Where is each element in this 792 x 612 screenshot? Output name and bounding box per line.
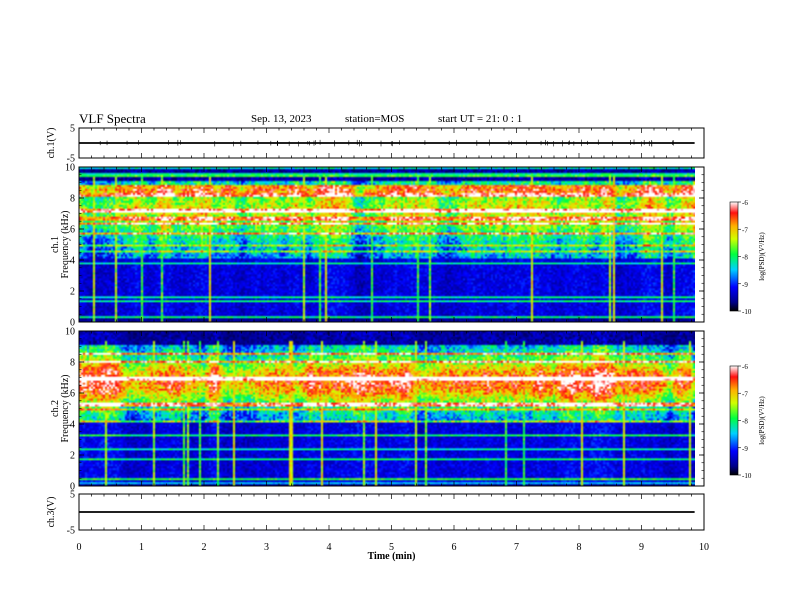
ch1-spectrogram-image xyxy=(79,167,695,322)
y-axis-label: Frequency (kHz) xyxy=(60,374,71,442)
colorbar-tick-label: -10 xyxy=(742,472,752,480)
colorbar-tick-label: -8 xyxy=(742,418,748,426)
y-tick-label: 8 xyxy=(70,358,75,369)
x-tick-label: 9 xyxy=(639,542,644,553)
y-tick-label: 4 xyxy=(70,256,75,267)
colorbar-tick-label: -8 xyxy=(742,254,748,262)
colorbar-tick-label: -9 xyxy=(742,445,748,453)
y-axis-label: ch.1 xyxy=(50,236,61,253)
y-tick-label: 2 xyxy=(70,287,75,298)
colorbar-label: log(PSD)(V²/Hz) xyxy=(758,396,766,445)
y-axis-label: ch.3(V) xyxy=(46,497,57,528)
chart-title: VLF Spectra xyxy=(79,111,146,126)
x-tick-label: 2 xyxy=(202,542,207,553)
x-tick-label: 1 xyxy=(139,542,144,553)
x-tick-label: 7 xyxy=(514,542,519,553)
x-tick-label: 0 xyxy=(77,542,82,553)
y-tick-label: -5 xyxy=(67,154,75,165)
y-tick-label: 8 xyxy=(70,194,75,205)
x-axis-label: Time (min) xyxy=(368,551,416,562)
y-tick-label: 0 xyxy=(70,318,75,329)
colorbar-tick-label: -10 xyxy=(742,308,752,316)
colorbar-tick-label: -7 xyxy=(742,390,748,398)
x-tick-label: 8 xyxy=(577,542,582,553)
y-tick-label: 0 xyxy=(70,482,75,493)
x-tick-label: 4 xyxy=(327,542,332,553)
colorbar-tick-label: -9 xyxy=(742,281,748,289)
ch2-spectrogram-image xyxy=(79,331,695,486)
colorbar xyxy=(729,201,739,312)
colorbar-tick-label: -6 xyxy=(742,363,748,371)
colorbar xyxy=(729,365,739,476)
y-tick-label: 10 xyxy=(65,327,75,338)
y-tick-label: 6 xyxy=(70,225,75,236)
y-tick-label: -5 xyxy=(67,526,75,537)
colorbar-tick-label: -7 xyxy=(742,226,748,234)
x-tick-label: 5 xyxy=(389,542,394,553)
station-label: station=MOS xyxy=(345,113,405,125)
y-tick-label: 4 xyxy=(70,420,75,431)
y-tick-label: 6 xyxy=(70,389,75,400)
y-axis-label: ch.2 xyxy=(50,400,61,417)
x-tick-label: 10 xyxy=(699,542,709,553)
start-time-label: start UT = 21: 0 : 1 xyxy=(438,113,523,125)
y-tick-label: 10 xyxy=(65,163,75,174)
colorbar-tick-label: -6 xyxy=(742,199,748,207)
y-tick-label: 5 xyxy=(70,490,75,501)
x-tick-label: 3 xyxy=(264,542,269,553)
colorbar-label: log(PSD)(V²/Hz) xyxy=(758,232,766,281)
date-label: Sep. 13, 2023 xyxy=(251,113,312,125)
y-tick-label: 5 xyxy=(70,124,75,135)
y-axis-label: Frequency (kHz) xyxy=(60,210,71,278)
y-tick-label: 2 xyxy=(70,451,75,462)
x-tick-label: 6 xyxy=(452,542,457,553)
y-axis-label: ch.1(V) xyxy=(46,128,57,159)
